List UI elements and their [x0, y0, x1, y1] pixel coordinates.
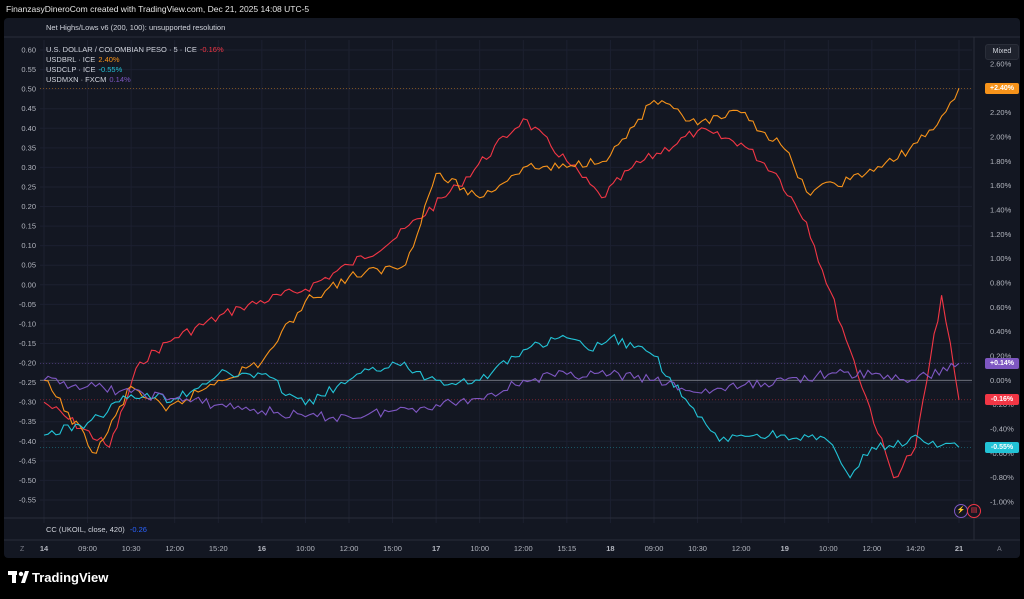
x-axis-tick-label: 12:00: [165, 544, 184, 553]
legend-item-change: 0.14%: [109, 75, 131, 84]
left-axis-tick-label: 0.10: [21, 241, 36, 250]
left-axis-tick-label: 0.25: [21, 182, 36, 191]
left-axis-tick-label: -0.50: [19, 476, 36, 485]
indicator-top-label: Net Highs/Lows v6 (200, 100): unsupporte…: [46, 23, 226, 32]
left-axis-tick-label: -0.10: [19, 319, 36, 328]
legend-item-name: USDMXN · FXCM: [46, 75, 107, 84]
price-tag: +2.40%: [985, 82, 1019, 94]
indicator-bottom-label: CC (UKOIL, close, 420) -0.26: [46, 525, 147, 534]
x-axis-tick-label: 09:00: [78, 544, 97, 553]
left-axis-tick-label: 0.45: [21, 104, 36, 113]
right-axis-tick-label: 2.60%: [990, 60, 1012, 69]
header-bar: FinanzasyDineroCom created with TradingV…: [0, 0, 1024, 18]
chart-frame[interactable]: 0.60 0.55 0.50 0.45 0.40 0.35 0.30 0.25 0.20 0.15…: [4, 18, 1020, 558]
x-axis-tick-label: 10:00: [819, 544, 838, 553]
right-axis-tick-label: -0.40%: [990, 425, 1014, 434]
left-axis-tick-label: 0.20: [21, 202, 36, 211]
legend-item-change: -0.55%: [98, 65, 123, 74]
left-axis-tick-label: 0.05: [21, 261, 36, 270]
x-axis-tick-label: 14: [40, 544, 49, 553]
indicator-bottom-name: CC (UKOIL, close, 420): [46, 525, 125, 534]
x-axis-tick-label: 10:30: [122, 544, 141, 553]
series-line-usdbrl: [43, 88, 960, 454]
legend-item-change: -0.16%: [199, 45, 224, 54]
indicator-bottom-value: -0.26: [129, 525, 147, 534]
corner-button-right[interactable]: A: [997, 546, 1002, 553]
left-axis-tick-label: 0.30: [21, 163, 36, 172]
right-axis-tick-label: 1.40%: [990, 206, 1012, 215]
x-axis-tick-label: 15:00: [383, 544, 402, 553]
x-axis-tick-label: 21: [955, 544, 963, 553]
series-line-u-s-dollar-colombian-peso: [43, 118, 960, 479]
right-axis-tick-label: 0.20%: [990, 352, 1012, 361]
right-axis-tick-label: -0.60%: [990, 449, 1014, 458]
right-axis-tick-label: 2.00%: [990, 133, 1012, 142]
x-axis-tick-label: 12:00: [732, 544, 751, 553]
left-axis-tick-label: 0.15: [21, 222, 36, 231]
left-axis-tick-label: -0.25: [19, 378, 36, 387]
x-axis-tick-label: 10:30: [688, 544, 707, 553]
left-axis-tick-label: -0.30: [19, 398, 36, 407]
left-axis-tick-label: -0.45: [19, 456, 36, 465]
x-axis-tick-label: 16: [258, 544, 266, 553]
right-axis-tick-label: 1.00%: [990, 254, 1012, 263]
price-tag: +0.14%: [985, 357, 1019, 369]
tradingview-logo-icon: [8, 571, 29, 583]
left-axis-tick-label: 0.00: [21, 280, 36, 289]
x-axis-tick-label: 17: [432, 544, 440, 553]
attribution-text: FinanzasyDineroCom created with TradingV…: [6, 4, 310, 14]
x-axis-tick-label: 18: [606, 544, 614, 553]
price-tag: -0.55%: [985, 441, 1019, 453]
price-tag: -0.16%: [985, 394, 1019, 406]
left-axis-tick-label: -0.40: [19, 437, 36, 446]
right-axis-tick-label: 1.20%: [990, 230, 1012, 239]
right-axis-tick-label: 0.40%: [990, 327, 1012, 336]
right-axis-tick-label: 1.80%: [990, 157, 1012, 166]
x-axis-tick-label: 15:15: [557, 544, 576, 553]
left-axis-tick-label: -0.55: [19, 496, 36, 505]
x-axis-tick-label: 12:00: [862, 544, 881, 553]
legend-item[interactable]: USDBRL · ICE 2.40%: [46, 55, 120, 64]
legend-item[interactable]: USDMXN · FXCM 0.14%: [46, 75, 131, 84]
x-axis-tick-label: 14:20: [906, 544, 925, 553]
legend-item[interactable]: USDCLP · ICE -0.55%: [46, 65, 122, 74]
legend-item-name: USDCLP · ICE: [46, 65, 96, 74]
x-axis-tick-label: 10:00: [296, 544, 315, 553]
right-axis-tick-label: 1.60%: [990, 181, 1012, 190]
legend-item-change: 2.40%: [98, 55, 120, 64]
left-axis-tick-label: 0.60: [21, 46, 36, 55]
series-line-usdmxn: [43, 362, 960, 423]
right-axis-tick-label: 2.20%: [990, 108, 1012, 117]
left-axis-tick-label: -0.20: [19, 359, 36, 368]
x-axis-tick-label: 09:00: [645, 544, 664, 553]
right-axis-tick-label: 0.60%: [990, 303, 1012, 312]
lightning-icon[interactable]: ⚡: [954, 504, 968, 518]
x-axis-tick-label: 10:00: [470, 544, 489, 553]
left-axis-tick-label: -0.35: [19, 417, 36, 426]
scale-mode-button[interactable]: Mixed: [985, 44, 1019, 60]
right-axis-tick-label: -0.80%: [990, 473, 1014, 482]
footer: TradingView: [0, 558, 1024, 599]
right-axis-tick-label: 0.80%: [990, 279, 1012, 288]
legend-item-name: U.S. DOLLAR / COLOMBIAN PESO · 5 · ICE: [46, 45, 197, 54]
x-axis-tick-label: 15:20: [209, 544, 228, 553]
brand-name: TradingView: [32, 570, 109, 585]
left-axis-tick-label: -0.05: [19, 300, 36, 309]
x-axis-tick-label: 19: [781, 544, 789, 553]
right-axis-tick-label: 0.00%: [990, 376, 1012, 385]
series-line-usdclp: [43, 333, 960, 479]
left-axis-tick-label: 0.35: [21, 143, 36, 152]
corner-button-left[interactable]: Z: [20, 546, 25, 553]
left-axis-tick-label: -0.15: [19, 339, 36, 348]
chart-canvas[interactable]: 0.60 0.55 0.50 0.45 0.40 0.35 0.30 0.25 0.20 0.15…: [4, 18, 1020, 558]
legend-item-name: USDBRL · ICE: [46, 55, 96, 64]
left-axis-tick-label: 0.55: [21, 65, 36, 74]
left-axis-tick-label: 0.40: [21, 124, 36, 133]
right-axis-tick-label: -1.00%: [990, 498, 1014, 507]
x-axis-tick-label: 12:00: [514, 544, 533, 553]
flag-icon[interactable]: ▤: [967, 504, 981, 518]
left-axis-tick-label: 0.50: [21, 85, 36, 94]
legend-item[interactable]: U.S. DOLLAR / COLOMBIAN PESO · 5 · ICE -0…: [46, 45, 224, 54]
x-axis-tick-label: 12:00: [340, 544, 359, 553]
